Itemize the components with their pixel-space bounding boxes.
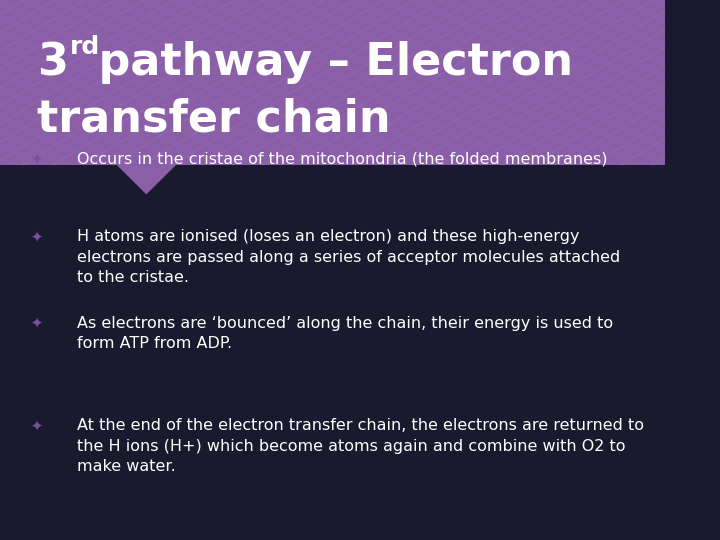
Text: rd: rd (70, 36, 100, 59)
Text: At the end of the electron transfer chain, the electrons are returned to
the H i: At the end of the electron transfer chai… (76, 418, 644, 474)
Text: ✦: ✦ (30, 151, 42, 166)
Text: H atoms are ionised (loses an electron) and these high-energy
electrons are pass: H atoms are ionised (loses an electron) … (76, 230, 620, 285)
Text: As electrons are ‘bounced’ along the chain, their energy is used to
form ATP fro: As electrons are ‘bounced’ along the cha… (76, 316, 613, 352)
Text: transfer chain: transfer chain (37, 97, 390, 140)
Text: ✦: ✦ (30, 316, 42, 331)
Text: 3: 3 (37, 41, 68, 84)
Text: pathway – Electron: pathway – Electron (84, 41, 573, 84)
Text: ✦: ✦ (30, 418, 42, 434)
Text: ✦: ✦ (30, 230, 42, 245)
Text: Occurs in the cristae of the mitochondria (the folded membranes): Occurs in the cristae of the mitochondri… (76, 151, 607, 166)
Polygon shape (117, 165, 176, 194)
FancyBboxPatch shape (0, 0, 665, 165)
